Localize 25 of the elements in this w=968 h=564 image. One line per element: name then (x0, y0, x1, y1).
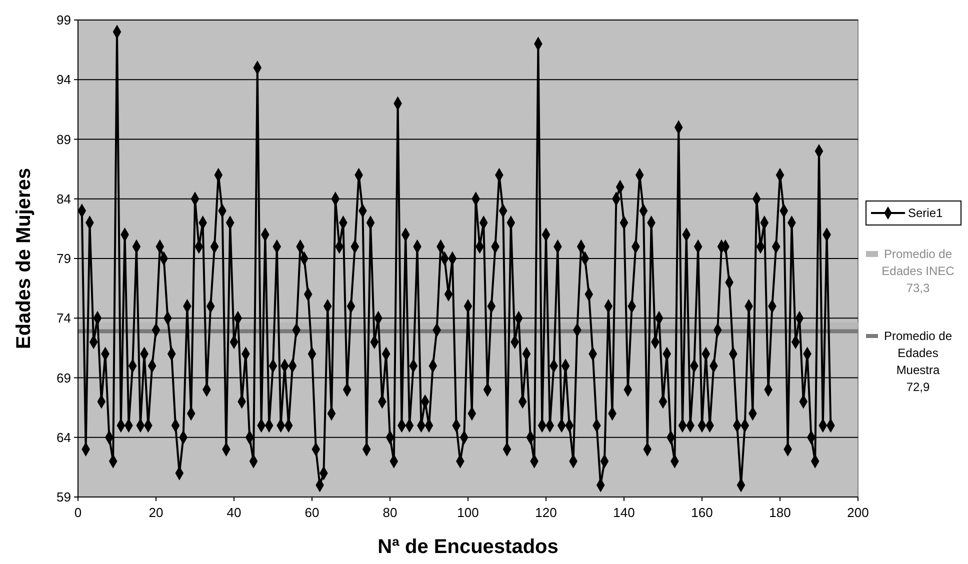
x-tick-label: 120 (535, 505, 557, 520)
y-tick-label: 74 (56, 310, 71, 326)
x-tick-label: 60 (304, 505, 320, 520)
y-tick-label: 64 (56, 430, 71, 445)
x-tick-label: 140 (613, 505, 635, 520)
legend-label: Serie1 (908, 206, 944, 220)
x-axis-title: Nª de Encuestados (378, 536, 558, 558)
x-tick-label: 160 (691, 505, 713, 520)
y-tick-label: 99 (56, 12, 71, 28)
y-tick-label: 94 (56, 72, 71, 88)
x-tick-label: 0 (74, 505, 82, 520)
x-tick-label: 40 (226, 505, 242, 520)
y-tick-label: 79 (56, 251, 71, 266)
y-tick-label: 89 (56, 132, 71, 147)
y-axis-title: Edades de Mujeres (13, 168, 35, 350)
legend-label: Promedio de Edades Muestra 72,9 (884, 329, 952, 394)
x-tick-label: 100 (457, 505, 479, 520)
y-tick-label: 69 (56, 370, 71, 386)
y-tick-label: 59 (56, 490, 71, 505)
x-tick-label: 180 (769, 505, 791, 520)
x-tick-label: 200 (847, 505, 869, 520)
legend-label: Promedio de Edades INEC 73,3 (882, 247, 955, 295)
x-tick-label: 20 (148, 505, 164, 520)
y-tick-label: 84 (56, 191, 71, 206)
x-tick-label: 80 (382, 505, 398, 520)
